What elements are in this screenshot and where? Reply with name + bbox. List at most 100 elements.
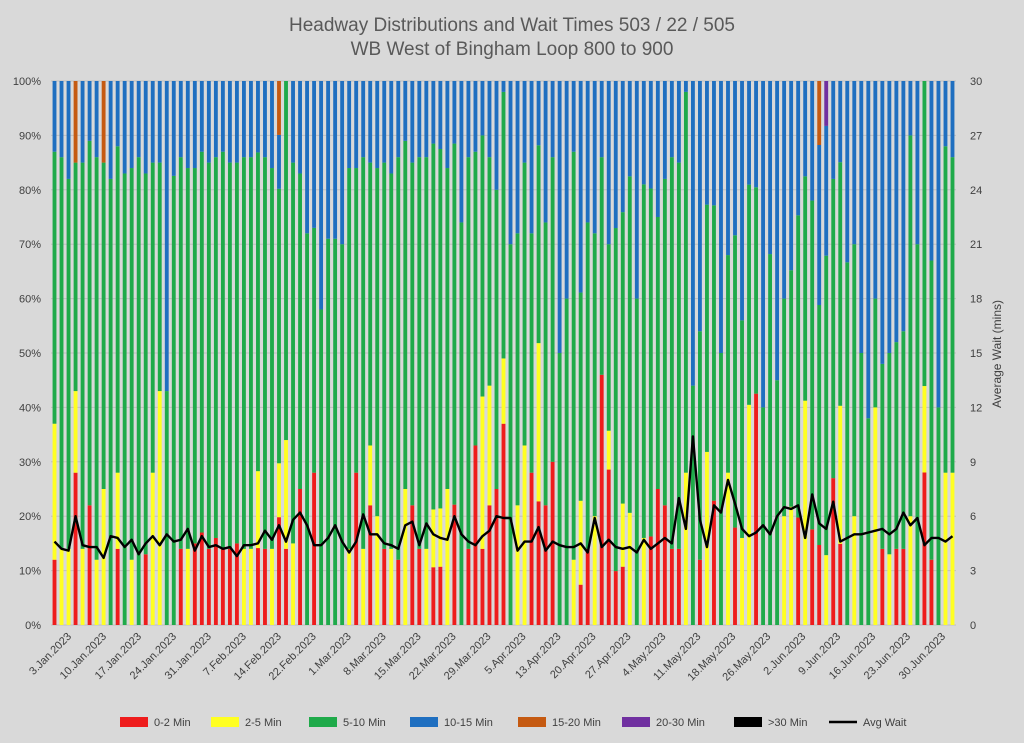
bar-segment (242, 548, 246, 625)
bar-segment (122, 81, 127, 174)
bar-segment (192, 81, 197, 169)
bar-segment (417, 81, 422, 158)
bar-segment (719, 353, 723, 625)
bar-segment (459, 222, 464, 625)
bar-segment (115, 548, 120, 625)
bar-segment (178, 548, 183, 625)
bar-segment (361, 81, 366, 158)
chart-title: Headway Distributions and Wait Times 503… (289, 15, 735, 36)
bar-segment (740, 320, 744, 538)
bar-segment (66, 178, 71, 549)
bar-segment (277, 81, 281, 135)
bar-segment (936, 81, 941, 408)
bar-segment (333, 81, 338, 239)
bar-segment (66, 548, 71, 625)
bar-segment (571, 559, 576, 625)
legend-swatch (211, 717, 239, 727)
bar-segment (894, 548, 899, 625)
bar-segment (136, 157, 141, 625)
bar-segment (73, 391, 78, 473)
bar-segment (277, 188, 281, 464)
bar-segment (480, 548, 485, 625)
bar-segment (466, 548, 471, 625)
bar-segment (52, 151, 57, 424)
bar-segment (648, 188, 653, 537)
bar-segment (719, 81, 723, 353)
bar-segment (810, 81, 815, 201)
bar-segment (887, 353, 892, 555)
bar-segment (431, 81, 436, 144)
bar-segment (150, 81, 155, 163)
bar-segment (340, 81, 345, 245)
bar-segment (620, 81, 625, 213)
bar-segment (634, 298, 639, 625)
bar-segment (515, 505, 520, 625)
bar-segment (80, 162, 85, 549)
legend-label: Avg Wait (863, 717, 906, 729)
bar-segment (143, 81, 148, 174)
bar-segment (277, 134, 281, 189)
bar-segment (901, 331, 906, 549)
bar-segment (347, 81, 352, 169)
bar-segment (143, 173, 148, 555)
bar-segment (929, 559, 934, 625)
bar-segment (227, 162, 232, 549)
bar-segment (284, 548, 288, 625)
bar-segment (761, 407, 765, 625)
bar-segment (319, 81, 324, 310)
bar-segment (234, 543, 239, 625)
bar-segment (473, 445, 478, 625)
bar-segment (192, 168, 197, 544)
legend-label: 10-15 Min (444, 717, 493, 729)
bar-segment (487, 385, 492, 506)
y2-axis-ticks: 0 3 6 9 12 15 18 21 24 27 30 (970, 76, 982, 632)
bar-segment (543, 222, 548, 506)
bar-segment (585, 548, 590, 625)
bar-segment (417, 157, 422, 549)
bar-segment (129, 559, 134, 625)
bar-segment (810, 200, 815, 530)
bar-segment (178, 81, 183, 158)
bar-segment (466, 157, 471, 549)
legend-swatch (410, 717, 438, 727)
bar-segment (480, 135, 485, 397)
bar-segment (326, 238, 331, 625)
bar-segment (641, 537, 646, 625)
bar-segment (354, 81, 359, 169)
bar-segment (733, 527, 737, 625)
bar-segment (150, 472, 155, 625)
bar-segment (52, 423, 57, 560)
bar-segment (950, 157, 955, 473)
bar-segment (59, 548, 64, 625)
bar-segment (368, 81, 373, 163)
bar-segment (592, 81, 597, 234)
bar-segment (242, 81, 246, 158)
bar-segment (817, 305, 822, 545)
bar-segment (613, 571, 618, 625)
bar-segment (775, 81, 780, 381)
bar-segment (438, 149, 443, 509)
bar-segment (698, 559, 702, 625)
bar-segment (747, 404, 751, 625)
y-tick-label: 100% (13, 76, 41, 88)
bar-segment (87, 140, 92, 506)
bar-segment (242, 157, 246, 549)
bar-segment (866, 418, 871, 625)
bar-segment (943, 146, 948, 473)
bar-segment (676, 81, 681, 163)
bar-segment (669, 157, 674, 549)
bar-segment (227, 81, 232, 163)
bar-segment (52, 559, 57, 625)
bar-segment (908, 516, 913, 625)
y2-tick-label: 12 (970, 402, 982, 414)
bar-segment (487, 157, 492, 386)
bar-segment (73, 162, 78, 392)
legend-swatch (622, 717, 650, 727)
bar-segment (536, 343, 541, 502)
bar-segment (361, 548, 366, 625)
bar-segment (648, 81, 653, 189)
bar-segment (206, 548, 211, 625)
bar-segment (501, 81, 506, 92)
bar-segment (319, 309, 324, 625)
bar-segment (249, 81, 253, 158)
